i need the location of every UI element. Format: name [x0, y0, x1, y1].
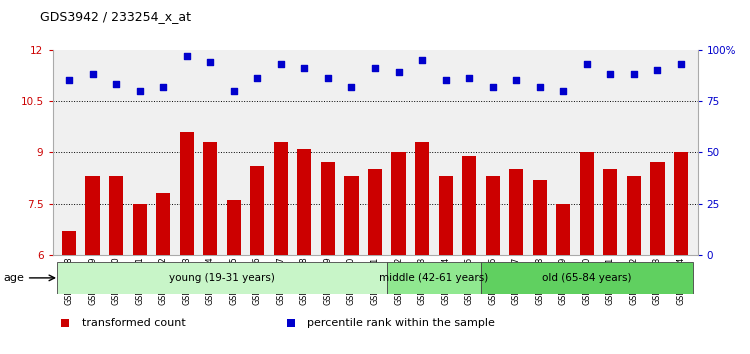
- Text: middle (42-61 years): middle (42-61 years): [380, 273, 488, 283]
- Point: [86, 72, 98, 77]
- Bar: [674, 152, 688, 255]
- Point: [604, 72, 616, 77]
- Bar: [321, 162, 335, 255]
- Point: [274, 61, 286, 67]
- Point: [158, 84, 170, 89]
- Bar: [415, 142, 429, 255]
- Point: [63, 78, 75, 83]
- Point: [557, 88, 569, 93]
- Bar: [297, 149, 311, 255]
- Bar: [603, 169, 617, 255]
- Bar: [392, 152, 406, 255]
- Point: [487, 84, 499, 89]
- Bar: [62, 231, 76, 255]
- Bar: [556, 204, 571, 255]
- Point: [510, 78, 522, 83]
- Bar: [156, 193, 170, 255]
- Point: [181, 53, 193, 58]
- Point: [204, 59, 216, 65]
- Bar: [179, 132, 194, 255]
- Bar: [274, 142, 288, 255]
- Bar: [462, 156, 476, 255]
- Bar: [86, 176, 100, 255]
- Bar: [203, 142, 217, 255]
- Bar: [580, 152, 594, 255]
- Point: [322, 75, 334, 81]
- Point: [298, 65, 310, 71]
- Bar: [368, 169, 382, 255]
- Point: [134, 88, 146, 93]
- Bar: [481, 262, 693, 294]
- Text: old (65-84 years): old (65-84 years): [542, 273, 632, 283]
- Point: [416, 57, 428, 63]
- Point: [580, 61, 592, 67]
- Bar: [532, 179, 547, 255]
- Text: young (19-31 years): young (19-31 years): [169, 273, 275, 283]
- Bar: [109, 176, 123, 255]
- Bar: [133, 204, 147, 255]
- Bar: [627, 176, 641, 255]
- Point: [652, 67, 664, 73]
- Bar: [344, 176, 358, 255]
- Bar: [650, 162, 664, 255]
- Text: GDS3942 / 233254_x_at: GDS3942 / 233254_x_at: [40, 10, 190, 23]
- Point: [228, 88, 240, 93]
- Text: percentile rank within the sample: percentile rank within the sample: [308, 318, 495, 328]
- Bar: [251, 166, 264, 255]
- Point: [251, 75, 263, 81]
- Bar: [439, 176, 453, 255]
- Point: [628, 72, 640, 77]
- Point: [675, 61, 687, 67]
- Point: [346, 84, 358, 89]
- Bar: [509, 169, 524, 255]
- Bar: [387, 262, 481, 294]
- Point: [534, 84, 546, 89]
- Bar: [57, 262, 387, 294]
- Text: transformed count: transformed count: [82, 318, 185, 328]
- Point: [369, 65, 381, 71]
- Point: [440, 78, 452, 83]
- Point: [392, 69, 404, 75]
- Point: [110, 82, 122, 87]
- Point: [464, 75, 476, 81]
- Text: age: age: [4, 273, 25, 283]
- Bar: [226, 200, 241, 255]
- Bar: [486, 176, 500, 255]
